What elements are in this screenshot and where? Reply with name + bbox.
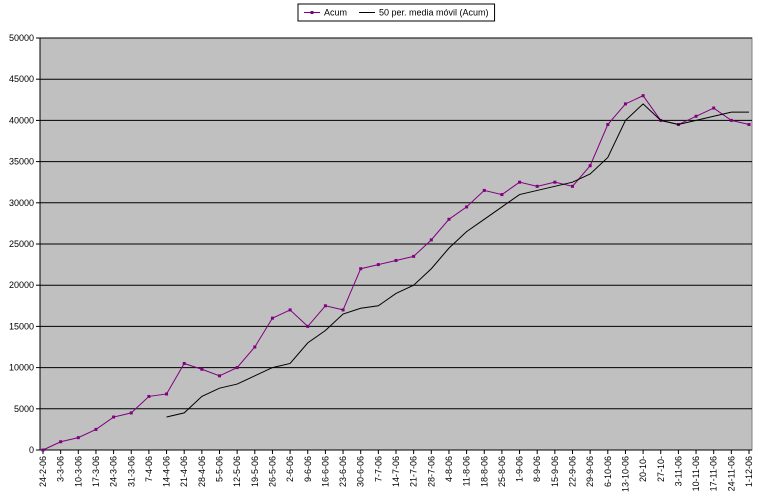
marker: [588, 164, 592, 168]
x-tick-label: 19-5-06: [250, 456, 260, 487]
marker: [200, 367, 204, 371]
x-tick-label: 5-5-06: [215, 456, 225, 482]
x-tick-label: 22-9-06: [568, 456, 578, 487]
x-tick-label: 24-11-06: [726, 456, 736, 491]
y-tick-label: 0: [29, 445, 34, 455]
x-tick-label: 16-6-06: [320, 456, 330, 487]
marker: [571, 184, 574, 188]
marker: [394, 258, 398, 262]
x-tick-label: 4-8-06: [444, 456, 454, 482]
marker: [94, 427, 98, 431]
marker: [729, 118, 733, 122]
x-tick-label: 29-9-06: [585, 456, 595, 487]
x-tick-label: 11-8-06: [462, 456, 472, 486]
marker: [306, 324, 310, 328]
marker: [323, 304, 327, 308]
legend-marker: [310, 11, 314, 14]
x-tick-label: 13-10-06: [620, 456, 630, 492]
marker: [606, 123, 610, 127]
marker: [218, 374, 221, 378]
x-tick-label: 7-7-06: [373, 456, 383, 482]
x-tick-label: 9-6-06: [303, 456, 313, 482]
x-tick-label: 1-12-06: [744, 456, 754, 487]
y-tick-label: 10000: [9, 363, 34, 373]
x-tick-label: 28-4-06: [197, 456, 207, 487]
x-tick-label: 10-3-06: [73, 456, 83, 487]
x-tick-label: 27-10-: [656, 456, 666, 482]
x-tick-label: 2-6-06: [285, 456, 295, 482]
marker: [359, 267, 363, 271]
y-tick-label: 35000: [9, 157, 34, 167]
x-tick-label: 12-5-06: [232, 456, 242, 487]
marker: [694, 114, 698, 118]
x-tick-label: 17-11-06: [709, 456, 719, 491]
marker: [112, 415, 116, 419]
marker: [253, 345, 257, 349]
x-tick-label: 14-7-06: [391, 456, 401, 487]
y-tick-label: 40000: [9, 115, 34, 125]
marker: [376, 263, 380, 267]
x-tick-label: 30-6-06: [356, 456, 366, 487]
x-tick-label: 8-9-06: [532, 456, 542, 482]
series-line: [166, 103, 749, 418]
legend-label: Acum: [324, 8, 347, 18]
legend: Acum 50 per. media móvil (Acum): [297, 3, 496, 22]
x-tick-label: 3-3-06: [56, 456, 66, 482]
y-tick-label: 5000: [14, 404, 34, 414]
marker: [518, 180, 522, 184]
marker: [59, 440, 63, 444]
marker: [288, 308, 292, 312]
x-tick-label: 14-4-06: [162, 456, 172, 487]
x-tick-label: 24-2-06: [38, 456, 48, 487]
marker: [41, 448, 45, 452]
x-tick-label: 23-6-06: [338, 456, 348, 487]
legend-label: 50 per. media móvil (Acum): [379, 8, 489, 18]
y-tick-label: 20000: [9, 280, 34, 290]
x-tick-label: 31-3-06: [126, 456, 136, 487]
marker: [553, 180, 557, 184]
marker: [429, 238, 433, 242]
marker: [623, 102, 627, 106]
marker: [447, 217, 451, 221]
y-tick-label: 50000: [9, 33, 34, 43]
marker: [235, 366, 239, 370]
marker: [76, 436, 80, 440]
y-tick-label: 45000: [9, 74, 34, 84]
marker: [465, 205, 469, 209]
y-tick-label: 15000: [9, 321, 34, 331]
x-tick-label: 21-7-06: [409, 456, 419, 487]
marker: [535, 184, 539, 188]
x-tick-label: 3-11-06: [673, 456, 683, 486]
marker: [129, 411, 133, 415]
x-tick-label: 28-7-06: [426, 456, 436, 487]
x-tick-label: 17-3-06: [91, 456, 101, 487]
x-tick-label: 26-5-06: [267, 456, 277, 487]
marker: [270, 316, 274, 320]
y-tick-label: 30000: [9, 198, 34, 208]
marker: [747, 123, 751, 127]
x-tick-label: 18-8-06: [479, 456, 489, 487]
x-tick-label: 25-8-06: [497, 456, 507, 487]
x-tick-label: 10-11-06: [691, 456, 701, 491]
marker: [412, 254, 416, 258]
marker: [182, 361, 186, 365]
x-tick-label: 24-3-06: [109, 456, 119, 487]
marker: [482, 188, 486, 192]
x-tick-label: 7-4-06: [144, 456, 154, 482]
marker: [147, 394, 151, 398]
marker: [165, 392, 169, 396]
marker: [712, 106, 716, 110]
x-tick-label: 20-10-: [638, 456, 648, 482]
legend-box: [297, 3, 496, 22]
marker: [500, 193, 504, 197]
x-tick-label: 15-9-06: [550, 456, 560, 487]
x-tick-label: 6-10-06: [603, 456, 613, 487]
marker: [341, 308, 345, 312]
marker: [641, 94, 645, 98]
x-tick-label: 21-4-06: [179, 456, 189, 487]
y-tick-label: 25000: [9, 239, 34, 249]
x-tick-label: 1-9-06: [515, 456, 525, 482]
